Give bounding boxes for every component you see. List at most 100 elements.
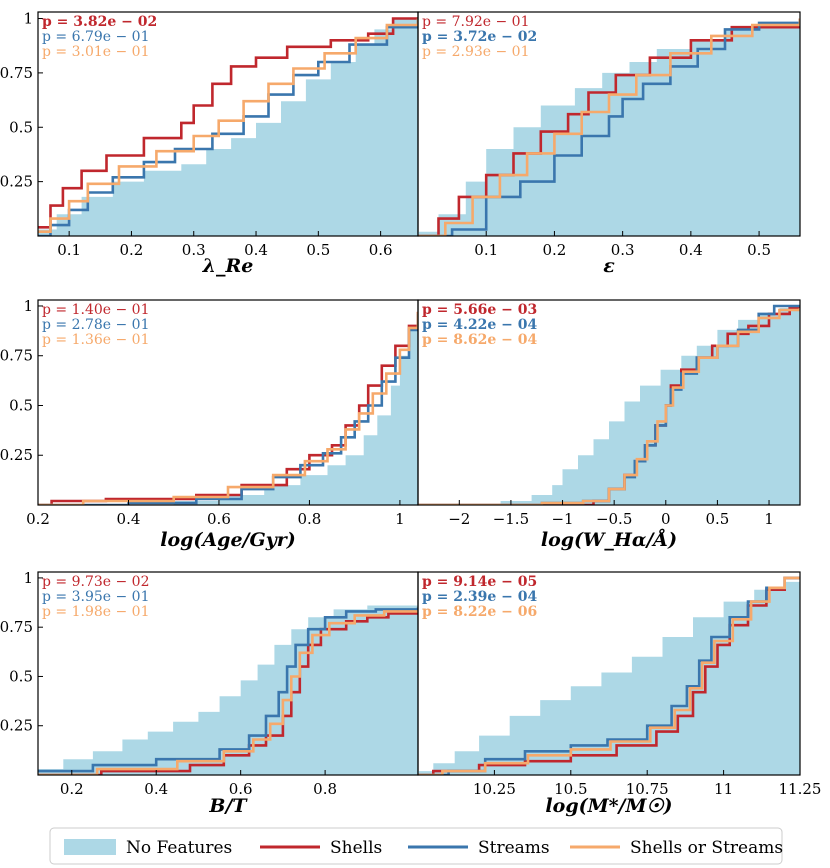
x-tick-label: 0.8 [297, 510, 321, 528]
x-tick-label: 11 [714, 780, 733, 798]
panel-6: 10.25 10.5 10.75 11 11.25 log(M*/M☉) p = 9.14e… [417, 571, 821, 817]
cdf-fill-no-features [418, 577, 800, 775]
x-tick-label: 0.4 [117, 510, 141, 528]
x-tick-label: 10.5 [554, 780, 587, 798]
legend-swatch-no-features [64, 839, 116, 855]
x-tick-label: 0.6 [207, 510, 231, 528]
x-tick-label: −1.5 [493, 510, 529, 528]
x-axis-label: log(Age/Gyr) [160, 529, 296, 551]
y-tick-label: 0.5 [9, 118, 33, 136]
p-value-shells: p = 3.82e − 02 [42, 14, 157, 30]
p-value-streams: p = 3.72e − 02 [422, 29, 537, 45]
y-tick-label: 1 [23, 10, 33, 28]
x-tick-label: 0 [661, 510, 671, 528]
p-value-shells-or-streams: p = 2.93e − 01 [422, 44, 530, 60]
x-axis-label: log(W_Hα/Å) [541, 528, 677, 551]
legend-label-no-features: No Features [126, 838, 232, 858]
axes-frame [417, 11, 801, 237]
p-value-streams: p = 3.95e − 01 [42, 589, 150, 605]
plot-area [418, 576, 800, 775]
cdf-fill-no-features [38, 605, 418, 775]
p-value-shells: p = 5.66e − 03 [422, 302, 537, 318]
y-tick-label: 0.5 [9, 667, 33, 685]
axes-frame [417, 299, 801, 506]
legend: No Features Shells Streams Shells or Str… [49, 827, 783, 865]
cdf-line-shells-or-streams [418, 576, 800, 775]
panel-2: 0.1 0.2 0.3 0.4 0.5 ε p = 7.92e − 01p = 3.72e … [417, 11, 801, 277]
x-axis-label: λ_Re [202, 255, 254, 277]
legend-label-shells-or-streams: Shells or Streams [630, 838, 783, 858]
p-value-streams: p = 4.22e − 04 [422, 317, 537, 333]
x-tick-label: 0.6 [369, 241, 393, 259]
x-axis-label: B/T [208, 795, 248, 817]
x-tick-label: 0.1 [474, 241, 498, 259]
cdf-line-streams [38, 313, 418, 505]
x-tick-label: −0.5 [596, 510, 632, 528]
p-value-shells-or-streams: p = 1.36e − 01 [42, 332, 150, 348]
plot-area [418, 304, 800, 505]
p-value-streams: p = 6.79e − 01 [42, 29, 150, 45]
panel-3: 1 0.75 0.5 0.25 0.2 0.4 0.6 0.8 1 log(Age/Gyr) p =… [0, 297, 419, 551]
cdf-line-shells-or-streams [38, 311, 418, 505]
x-axis-label: ε [603, 255, 615, 277]
x-tick-label: −1 [551, 510, 573, 528]
x-tick-label: 0.2 [26, 510, 50, 528]
p-value-shells: p = 1.40e − 01 [42, 302, 150, 318]
panel-5: 1 0.75 0.5 0.25 0.2 0.4 0.6 0.8 B/T p = 9.73e − 0… [0, 569, 419, 817]
x-tick-label: 0.2 [60, 780, 84, 798]
y-tick-label: 0.75 [0, 347, 33, 365]
x-tick-label: 0.4 [679, 241, 703, 259]
x-tick-label: 0.5 [747, 241, 771, 259]
cdf-fill-no-features [38, 18, 418, 236]
y-tick-label: 0.25 [0, 717, 33, 735]
x-tick-label: −2 [448, 510, 470, 528]
x-axis-label: log(M*/M☉) [545, 795, 672, 817]
y-tick-label: 1 [23, 297, 33, 315]
p-value-streams: p = 2.78e − 01 [42, 317, 150, 333]
plot-area [38, 17, 418, 236]
panel-4: −2 −1.5 −1 −0.5 0 0.5 1 log(W_Hα/Å) p = 5.66e − … [417, 299, 801, 551]
x-tick-label: 0.3 [182, 241, 206, 259]
x-tick-label: 0.5 [705, 510, 729, 528]
p-value-shells-or-streams: p = 8.22e − 06 [422, 604, 537, 620]
x-tick-label: 0.2 [120, 241, 144, 259]
cdf-line-shells-or-streams [418, 18, 800, 236]
y-tick-label: 1 [23, 569, 33, 587]
cdf-line-shells [38, 17, 418, 229]
p-value-shells-or-streams: p = 8.62e − 04 [422, 332, 537, 348]
x-tick-label: 0.3 [611, 241, 635, 259]
y-tick-label: 0.25 [0, 173, 33, 191]
p-value-shells: p = 7.92e − 01 [422, 14, 530, 30]
p-value-shells-or-streams: p = 3.01e − 01 [42, 44, 150, 60]
plot-area [38, 605, 418, 775]
x-tick-label: 10.75 [626, 780, 669, 798]
legend-label-shells: Shells [330, 838, 382, 858]
y-tick-label: 0.5 [9, 396, 33, 414]
x-tick-label: 0.1 [57, 241, 81, 259]
cdf-fill-no-features [418, 306, 800, 505]
cdf-line-shells-or-streams [418, 308, 800, 505]
x-tick-label: 1 [764, 510, 774, 528]
cdf-line-shells [418, 18, 800, 236]
p-value-shells-or-streams: p = 1.98e − 01 [42, 604, 150, 620]
p-value-shells: p = 9.73e − 02 [42, 574, 150, 590]
cdf-fill-no-features [38, 315, 418, 505]
cdf-line-shells-or-streams [38, 18, 418, 233]
plot-area [418, 18, 800, 236]
x-tick-label: 0.4 [244, 241, 268, 259]
x-tick-label: 0.4 [144, 780, 168, 798]
y-tick-label: 0.75 [0, 64, 33, 82]
x-tick-label: 0.2 [542, 241, 566, 259]
y-tick-label: 0.75 [0, 618, 33, 636]
panel-grid: 10.750.50.250.1 0.2 0.3 0.4 0.5 0.6λ_Rep = 3.… [0, 10, 821, 817]
x-tick-label: 0.8 [313, 780, 337, 798]
x-tick-label: 10.25 [473, 780, 516, 798]
p-value-streams: p = 2.39e − 04 [422, 589, 537, 605]
legend-label-streams: Streams [478, 838, 550, 858]
y-tick-label: 0.25 [0, 446, 33, 464]
panel-1: 1 0.75 0.5 0.25 0.1 0.2 0.3 0.4 0.5 0.6 λ_Re p = 3.… [0, 10, 419, 277]
p-value-shells: p = 9.14e − 05 [422, 574, 537, 590]
cdf-line-streams [38, 607, 418, 773]
cdf-line-shells-or-streams [38, 610, 418, 775]
